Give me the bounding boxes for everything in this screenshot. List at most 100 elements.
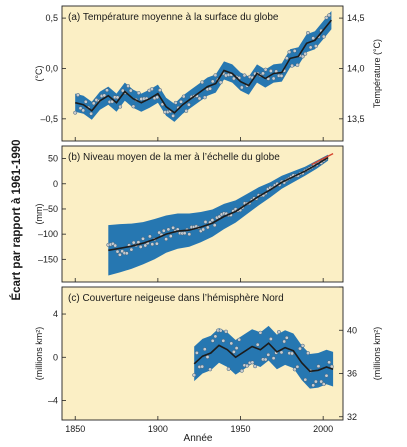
uncertainty-band — [194, 325, 334, 389]
observation-point — [313, 44, 318, 49]
right-tick-label: 32 — [347, 412, 357, 422]
observation-point — [171, 113, 176, 118]
observation-point — [91, 101, 96, 106]
observation-point — [292, 48, 297, 53]
observation-point — [319, 379, 324, 384]
x-tick-label: 1950 — [231, 424, 251, 434]
observation-point — [224, 329, 228, 334]
observation-point — [212, 223, 217, 228]
x-tick-label: 2000 — [313, 424, 333, 434]
observation-point — [200, 364, 205, 369]
observation-point — [113, 243, 118, 248]
observation-point — [75, 93, 80, 97]
observation-point — [284, 335, 289, 340]
observation-point — [128, 88, 133, 93]
observation-point — [306, 30, 310, 35]
y-tick-label: 4 — [53, 309, 58, 319]
observation-point — [284, 56, 289, 61]
y-tick-label: 0,0 — [45, 63, 58, 73]
y-axis-label: (°C) — [34, 65, 44, 81]
observation-point — [266, 352, 271, 357]
observation-point — [154, 241, 159, 246]
y-tick-label: –50 — [43, 204, 58, 214]
observation-point — [261, 71, 265, 76]
panel-title: (a) Température moyenne à la surface du … — [68, 12, 279, 23]
observation-point — [218, 80, 223, 85]
observation-point — [131, 240, 136, 245]
panel-background — [62, 6, 343, 141]
observation-point — [138, 244, 143, 249]
observation-point — [327, 13, 332, 18]
observation-point — [150, 242, 155, 247]
observation-point — [164, 237, 169, 242]
observation-point — [184, 108, 189, 113]
observation-point — [73, 110, 78, 115]
observation-point — [276, 330, 281, 334]
observation-point — [173, 100, 178, 105]
observation-point — [186, 102, 191, 107]
y-axis-label: (mm) — [34, 204, 44, 225]
observation-point — [157, 88, 162, 93]
observation-point — [279, 350, 284, 355]
observation-point — [166, 227, 171, 232]
right-tick-label: 14,5 — [347, 13, 365, 23]
right-tick-label: 13,5 — [347, 114, 365, 124]
observation-point — [250, 360, 255, 365]
chart-panel-a: –0,5 0,0 0,5 13,5 14,0 14,5 (a) Température mo… — [34, 5, 382, 142]
observation-point — [201, 227, 206, 232]
observation-point — [263, 357, 268, 362]
observation-point — [213, 334, 218, 339]
y-tick-label: –100 — [38, 229, 58, 239]
observation-point — [81, 108, 86, 113]
observation-point — [221, 338, 226, 343]
observation-point — [155, 95, 160, 100]
observation-point — [203, 220, 208, 224]
y-tick-label: 0,5 — [45, 13, 58, 23]
observation-point — [300, 54, 305, 59]
observation-point — [208, 86, 213, 91]
observation-point — [194, 350, 199, 355]
observation-point — [131, 104, 136, 109]
observation-point — [179, 99, 183, 104]
observation-point — [303, 377, 308, 382]
right-tick-label: 36 — [347, 369, 357, 379]
observation-point — [279, 73, 284, 78]
observation-point — [210, 79, 215, 84]
y-tick-label: –150 — [38, 254, 58, 264]
x-tick-label: 1900 — [148, 424, 168, 434]
observation-point — [210, 218, 215, 223]
chart-panel-c: –4 0 4 32 36 40 (c) Couverture neigeuse dans l… — [34, 286, 382, 434]
observation-point — [117, 252, 122, 257]
observation-point — [327, 360, 332, 365]
observation-point — [200, 80, 205, 85]
observation-point — [268, 337, 273, 341]
x-axis-label: Année — [184, 433, 213, 444]
mean-series-line — [75, 19, 333, 114]
observation-point — [300, 343, 305, 348]
observation-point — [242, 73, 247, 78]
observation-point — [105, 88, 109, 93]
observation-point — [157, 230, 162, 235]
observation-point — [239, 85, 244, 90]
observation-point — [141, 236, 145, 241]
right-tick-label: 14,0 — [347, 63, 365, 73]
observation-point — [124, 251, 129, 256]
observation-point — [202, 95, 207, 100]
observation-point — [126, 84, 131, 88]
shared-y-axis-label: Écart par rapport à 1961-1990 — [10, 139, 23, 300]
observation-point — [143, 243, 148, 248]
observation-point — [182, 231, 187, 236]
observation-point — [282, 339, 287, 344]
y-tick-label: –4 — [48, 396, 58, 406]
observation-point — [187, 232, 192, 237]
x-tick-label: 1850 — [65, 424, 85, 434]
panel-frame — [61, 145, 344, 283]
observation-point — [181, 94, 186, 99]
observation-point — [205, 225, 210, 230]
right-tick-label: 40 — [347, 325, 357, 335]
y-axis-label: (millions km²) — [34, 327, 44, 381]
observation-point — [229, 341, 234, 346]
observation-point — [89, 111, 94, 116]
observation-point — [268, 69, 273, 73]
